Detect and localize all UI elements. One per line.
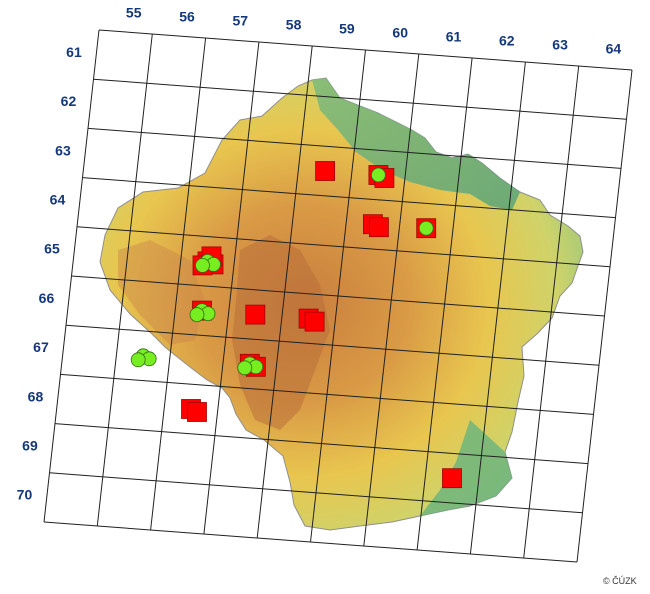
column-label: 56 — [179, 9, 195, 25]
copyright-credit: © ČÚZK — [603, 576, 637, 586]
record-square-marker — [187, 402, 207, 422]
grid-line-horizontal — [93, 78, 627, 120]
row-label: 66 — [39, 290, 55, 306]
row-labels: 61 62 63 64 65 66 67 68 69 70 — [17, 44, 82, 503]
row-label: 69 — [22, 438, 38, 454]
highland-center — [232, 235, 330, 430]
terrain-region — [99, 77, 584, 531]
record-circle-marker — [370, 167, 386, 183]
grid-line-horizontal — [87, 127, 622, 169]
grid-line-horizontal — [49, 472, 583, 514]
column-labels: 55 56 57 58 59 60 61 62 63 64 — [126, 5, 621, 57]
column-label: 55 — [126, 5, 142, 21]
record-square-marker — [368, 217, 389, 238]
column-label: 57 — [233, 13, 249, 29]
grid-line-horizontal — [54, 423, 589, 465]
record-circle-marker — [237, 360, 253, 376]
record-circle-marker — [189, 307, 205, 323]
grid-line-horizontal — [98, 29, 633, 71]
row-label: 68 — [28, 388, 44, 404]
record-circle-marker — [130, 352, 146, 368]
column-label: 63 — [552, 37, 568, 53]
column-label: 58 — [286, 17, 302, 33]
row-label: 63 — [55, 142, 71, 158]
row-label: 62 — [61, 93, 77, 109]
record-square-marker — [304, 311, 325, 332]
grid-line-horizontal — [43, 521, 578, 563]
column-label: 59 — [339, 21, 355, 37]
grid-line-horizontal — [71, 275, 605, 317]
lowland-northeast — [312, 78, 520, 210]
grid-line-horizontal — [60, 373, 594, 415]
record-circle-marker — [195, 257, 210, 273]
circle-markers — [130, 167, 434, 376]
row-label: 70 — [17, 487, 33, 503]
map-grid — [43, 29, 633, 563]
row-label: 64 — [50, 192, 66, 208]
record-square-marker — [442, 468, 462, 489]
record-square-marker — [245, 304, 266, 325]
column-label: 60 — [392, 25, 408, 41]
row-label: 65 — [44, 241, 60, 257]
row-label: 67 — [33, 339, 49, 355]
grid-line-horizontal — [65, 324, 600, 366]
record-square-marker — [315, 161, 336, 181]
grid-line-horizontal — [76, 226, 611, 268]
lowland-southeast — [420, 420, 512, 516]
highland-west — [118, 240, 205, 345]
column-label: 64 — [606, 41, 622, 57]
grid-line-horizontal — [82, 177, 616, 219]
column-label: 62 — [499, 33, 515, 49]
column-label: 61 — [446, 29, 462, 45]
record-circle-marker — [418, 220, 434, 236]
row-label: 61 — [66, 44, 82, 60]
